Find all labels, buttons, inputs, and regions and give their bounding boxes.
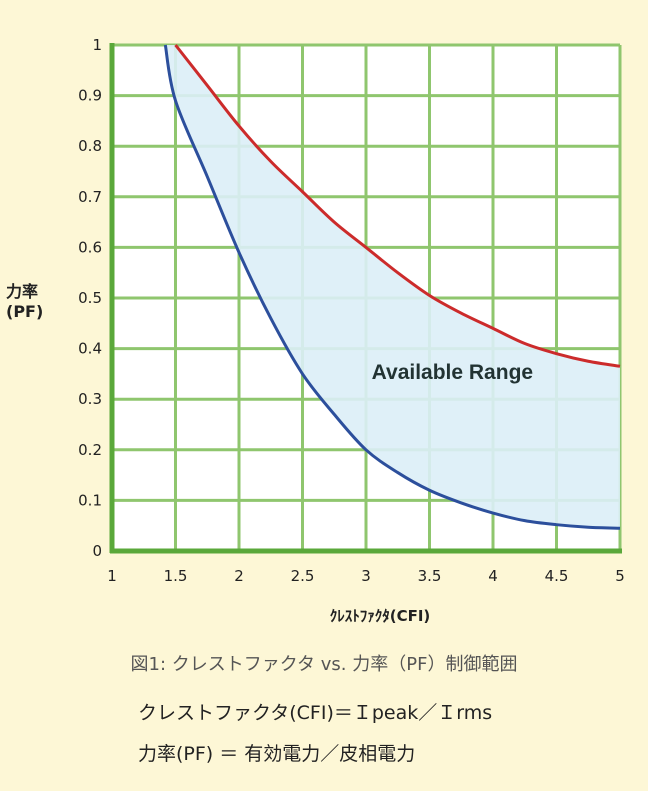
y-axis-label-line2: (PF)	[6, 302, 44, 321]
y-tick-label: 0.6	[78, 238, 102, 256]
y-tick-label: 0.1	[78, 491, 102, 509]
x-tick-label: 1.5	[164, 567, 188, 585]
x-tick-label: 2	[234, 567, 244, 585]
figure-caption: 図1: クレストファクタ vs. 力率（PF）制御範囲	[130, 654, 518, 675]
y-tick-label: 0.2	[78, 441, 102, 459]
y-tick-label: 0.5	[78, 289, 102, 307]
formula-crest-factor: クレストファクタ(CFI)＝Ｉpeak／Ｉrms	[138, 702, 493, 724]
available-range-fill	[165, 45, 620, 529]
y-tick-label: 0.3	[78, 390, 102, 408]
x-tick-label: 3	[361, 567, 371, 585]
y-tick-label: 0.9	[78, 87, 102, 105]
x-tick-label: 2.5	[291, 567, 315, 585]
formula-power-factor: 力率(PF) ＝ 有効電力／皮相電力	[138, 743, 416, 765]
annotation-available-range: Available Range	[372, 361, 533, 384]
x-axis-label: ｸﾚｽﾄﾌｧｸﾀ(CFI)	[329, 607, 431, 625]
x-tick-label: 5	[615, 567, 625, 585]
x-tick-label: 4	[488, 567, 498, 585]
y-tick-labels: 0 0.1 0.2 0.3 0.4 0.5 0.6 0.7 0.8 0.9 1	[78, 36, 102, 560]
y-axis-label-line1: 力率	[6, 282, 39, 301]
y-tick-label: 0.8	[78, 137, 102, 155]
chart: 1 1.5 2 2.5 3 3.5 4 4.5 5 0 0.1 0.2 0.3 0.4 0.5 0.6 0.7…	[78, 36, 625, 585]
axes	[109, 43, 622, 554]
x-tick-label: 3.5	[418, 567, 442, 585]
x-tick-label: 4.5	[545, 567, 569, 585]
y-tick-label: 0.4	[78, 340, 102, 358]
series-line-upper	[174, 44, 621, 368]
x-tick-labels: 1 1.5 2 2.5 3 3.5 4 4.5 5	[107, 567, 625, 585]
series-line-lower	[163, 44, 621, 530]
y-axis-label: 力率 (PF)	[6, 282, 43, 322]
y-tick-label: 0	[92, 542, 102, 560]
y-tick-label: 1	[92, 36, 102, 54]
y-tick-label: 0.7	[78, 188, 102, 206]
x-tick-label: 1	[107, 567, 117, 585]
